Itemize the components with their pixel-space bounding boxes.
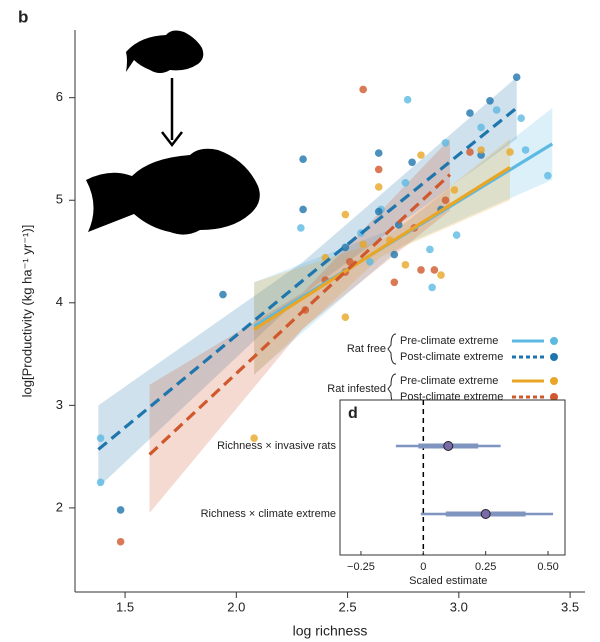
confidence-band bbox=[98, 77, 517, 488]
data-point bbox=[441, 139, 450, 147]
data-point bbox=[441, 196, 450, 205]
data-point bbox=[430, 266, 439, 274]
data-point bbox=[299, 205, 307, 214]
y-tick-label: 2 bbox=[56, 499, 63, 514]
legend-label: Pre-climate extreme bbox=[400, 335, 498, 347]
x-tick-label: 1.5 bbox=[116, 599, 134, 614]
estimate bbox=[480, 509, 491, 519]
x-tick-label: 0.50 bbox=[537, 561, 558, 573]
data-point bbox=[466, 148, 474, 156]
data-point bbox=[96, 434, 105, 442]
x-tick-label: 2.0 bbox=[227, 599, 245, 614]
legend-label: Pre-climate extreme bbox=[400, 375, 498, 387]
data-point bbox=[116, 537, 125, 546]
legend-dot bbox=[550, 353, 558, 361]
data-point bbox=[517, 114, 525, 122]
data-point bbox=[359, 240, 367, 249]
data-point bbox=[374, 207, 383, 216]
data-point bbox=[492, 106, 501, 114]
small-fish bbox=[126, 30, 204, 73]
y-tick-label: 4 bbox=[56, 294, 63, 309]
fit-line bbox=[253, 166, 511, 331]
data-point bbox=[486, 96, 494, 105]
x-tick-label: 0.25 bbox=[475, 561, 496, 573]
panel-label: b bbox=[18, 7, 28, 26]
data-point bbox=[374, 165, 383, 174]
x-tick-label: 3.5 bbox=[561, 599, 579, 614]
data-point bbox=[408, 158, 416, 167]
data-point bbox=[341, 210, 350, 219]
data-point bbox=[366, 257, 374, 266]
data-point bbox=[374, 183, 383, 191]
fit-line bbox=[97, 106, 518, 451]
data-point bbox=[426, 245, 434, 254]
legend-bracket bbox=[387, 333, 397, 365]
data-point bbox=[417, 266, 425, 274]
data-point bbox=[477, 123, 485, 132]
data-point bbox=[390, 278, 399, 287]
x-axis-label: Scaled estimate bbox=[409, 575, 487, 587]
data-point bbox=[116, 506, 125, 514]
confidence-band bbox=[254, 107, 553, 375]
y-tick-label: 6 bbox=[56, 89, 63, 104]
data-point bbox=[544, 171, 552, 180]
legend-dot bbox=[550, 377, 558, 385]
y-tick-label: 3 bbox=[56, 397, 63, 412]
legend-label: Post-climate extreme bbox=[400, 351, 503, 363]
data-point bbox=[506, 148, 514, 156]
data-point bbox=[401, 261, 410, 269]
inset-panel-label: d bbox=[348, 405, 358, 422]
x-tick-label: 0 bbox=[420, 561, 426, 573]
x-tick-label: 3.0 bbox=[450, 599, 468, 614]
data-point bbox=[341, 313, 350, 321]
estimate bbox=[443, 441, 454, 451]
data-point bbox=[374, 149, 383, 157]
data-point bbox=[219, 290, 227, 299]
data-point bbox=[299, 155, 307, 164]
data-point bbox=[477, 146, 485, 154]
data-point bbox=[394, 221, 403, 229]
data-point bbox=[512, 73, 521, 81]
fit-line bbox=[148, 173, 452, 456]
data-point bbox=[466, 109, 474, 117]
data-point bbox=[96, 478, 105, 487]
legend-group-label: Rat free bbox=[347, 343, 386, 355]
arrow-head bbox=[161, 131, 183, 148]
confidence-band bbox=[149, 138, 450, 514]
x-tick-label: 2.5 bbox=[339, 599, 357, 614]
data-point bbox=[403, 95, 412, 104]
y-tick-label: 5 bbox=[56, 192, 63, 207]
data-point bbox=[297, 224, 305, 232]
data-point bbox=[450, 186, 459, 194]
data-point bbox=[390, 250, 399, 259]
x-axis-label: log richness bbox=[293, 623, 368, 639]
data-point bbox=[452, 231, 461, 239]
legend-dot bbox=[550, 337, 558, 345]
data-point bbox=[417, 151, 425, 159]
category-label: Richness × invasive rats bbox=[217, 440, 336, 452]
inset-frame bbox=[339, 399, 566, 556]
category-label: Richness × climate extreme bbox=[201, 508, 336, 520]
x-tick-label: −0.25 bbox=[347, 561, 375, 573]
data-point bbox=[250, 434, 258, 442]
large-fish bbox=[86, 148, 260, 235]
data-point bbox=[401, 179, 410, 187]
data-point bbox=[521, 146, 530, 154]
y-axis-label: log[Productivity (kg ha⁻¹ yr⁻¹)] bbox=[19, 225, 34, 398]
data-point bbox=[428, 283, 436, 292]
fish-illustration bbox=[86, 30, 260, 235]
legend-dot bbox=[550, 393, 558, 401]
legend-group-label: Rat infested bbox=[327, 383, 386, 395]
data-point bbox=[437, 271, 445, 279]
data-point bbox=[359, 85, 367, 94]
